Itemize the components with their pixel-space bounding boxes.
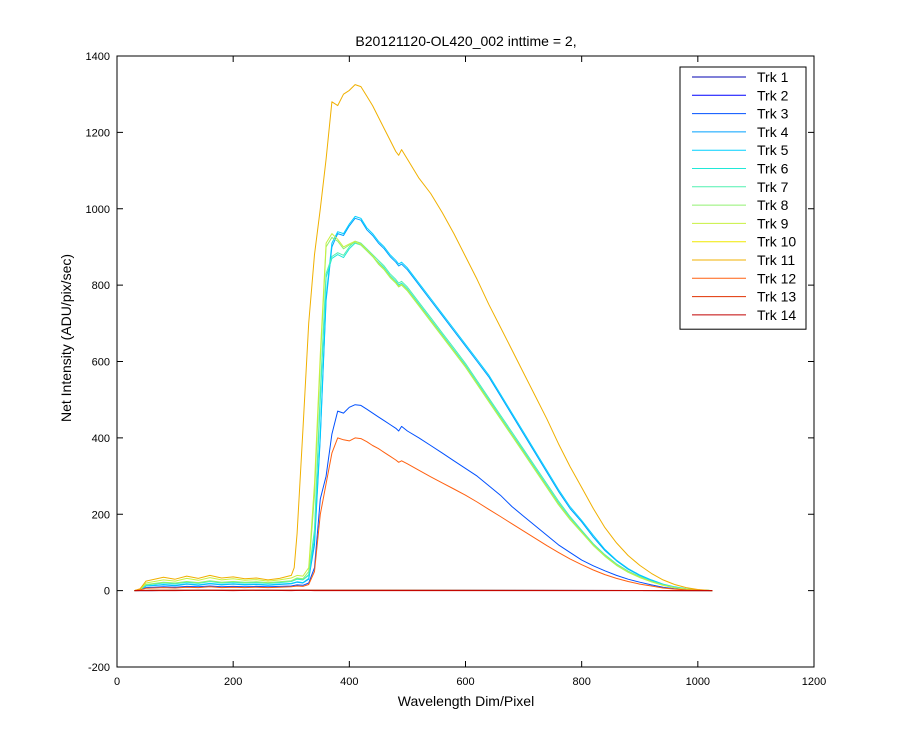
y-tick-label: 0 bbox=[104, 586, 110, 598]
legend-label: Trk 13 bbox=[757, 289, 796, 305]
legend-label: Trk 3 bbox=[757, 106, 789, 122]
legend-label: Trk 12 bbox=[757, 270, 796, 286]
y-axis-label: Net Intensity (ADU/pix/sec) bbox=[58, 254, 74, 422]
x-tick-label: 0 bbox=[114, 676, 120, 688]
y-tick-label: 200 bbox=[92, 509, 110, 521]
y-tick-label: 800 bbox=[92, 280, 110, 292]
legend-label: Trk 8 bbox=[757, 197, 789, 213]
x-tick-label: 800 bbox=[572, 676, 590, 688]
y-tick-label: 400 bbox=[92, 433, 110, 445]
legend-label: Trk 14 bbox=[757, 307, 796, 323]
legend-label: Trk 11 bbox=[757, 252, 795, 268]
y-tick-label: 1400 bbox=[86, 51, 110, 63]
x-tick-label: 1200 bbox=[802, 676, 826, 688]
legend-label: Trk 4 bbox=[757, 124, 789, 140]
legend-label: Trk 9 bbox=[757, 215, 789, 231]
x-tick-label: 200 bbox=[224, 676, 242, 688]
legend-label: Trk 2 bbox=[757, 87, 789, 103]
y-tick-label: 1200 bbox=[86, 127, 110, 139]
legend: Trk 1 Trk 2 Trk 3 Trk 4 Trk 5 Trk 6 Trk 7 Trk 8… bbox=[680, 67, 806, 329]
legend-label: Trk 1 bbox=[757, 69, 789, 85]
legend-label: Trk 10 bbox=[757, 234, 796, 250]
x-tick-label: 400 bbox=[340, 676, 358, 688]
legend-label: Trk 7 bbox=[757, 179, 789, 195]
x-axis-label: Wavelength Dim/Pixel bbox=[398, 693, 534, 709]
chart-title: B20121120-OL420_002 inttime = 2, bbox=[355, 33, 576, 49]
legend-label: Trk 6 bbox=[757, 161, 789, 177]
legend-label: Trk 5 bbox=[757, 142, 789, 158]
y-tick-label: -200 bbox=[88, 662, 110, 674]
x-tick-label: 1000 bbox=[686, 676, 710, 688]
y-tick-label: 1000 bbox=[86, 204, 110, 216]
y-tick-label: 600 bbox=[92, 357, 110, 369]
x-tick-label: 600 bbox=[456, 676, 474, 688]
